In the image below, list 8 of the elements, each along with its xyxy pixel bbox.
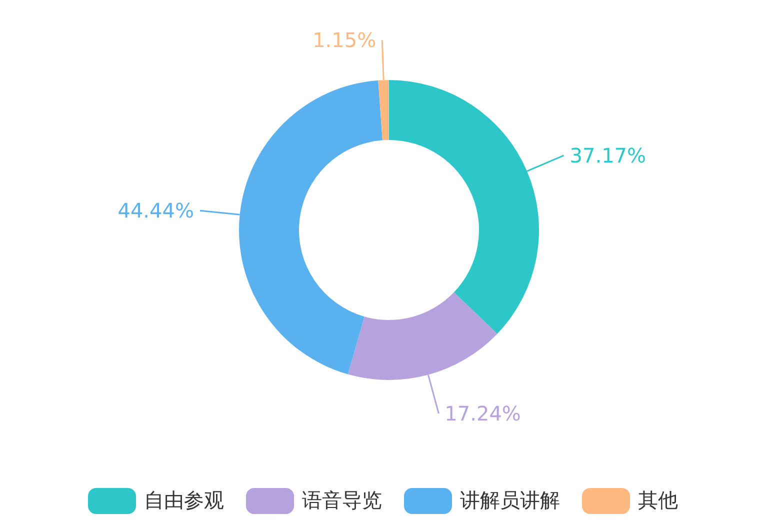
data-label: 44.44% <box>118 198 194 223</box>
data-label: 1.15% <box>312 28 376 52</box>
legend-label: 其他 <box>638 487 678 514</box>
legend-label: 自由参观 <box>144 487 224 514</box>
legend-label: 讲解员讲解 <box>460 487 560 514</box>
legend-label: 语音导览 <box>302 487 382 514</box>
data-label: 17.24% <box>444 401 521 426</box>
data-label: 37.17% <box>570 143 646 168</box>
